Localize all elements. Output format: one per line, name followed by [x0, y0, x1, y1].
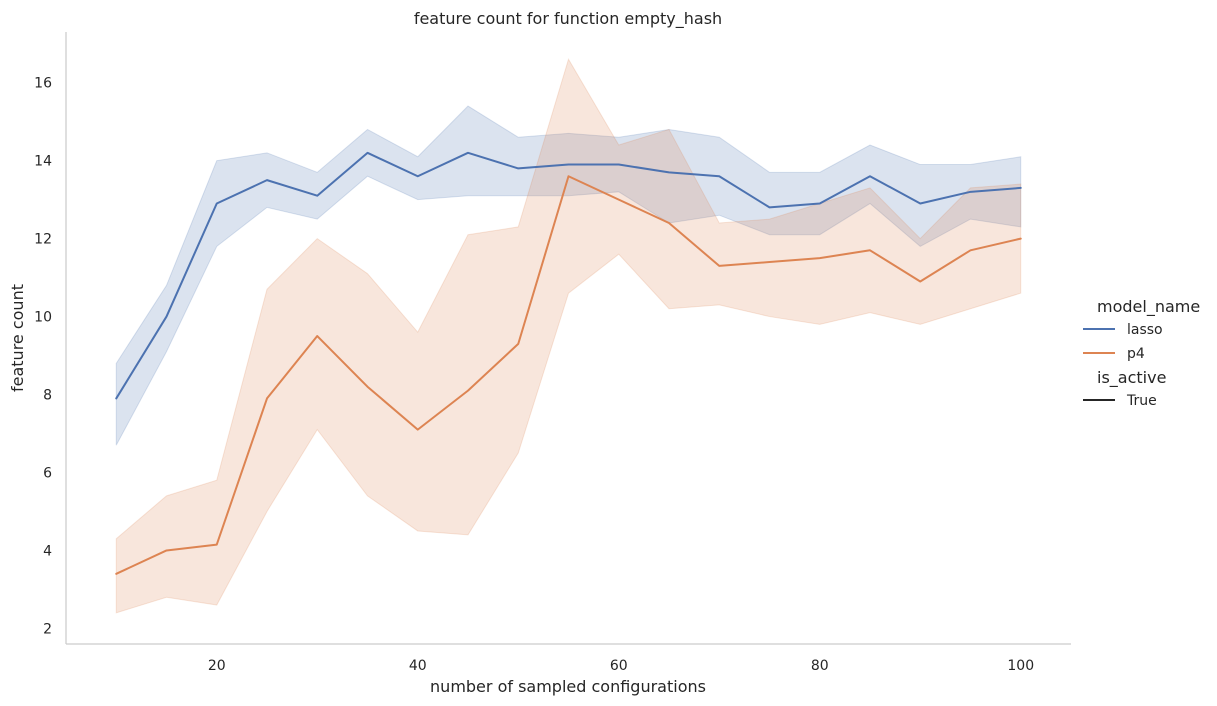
y-tick-label: 12: [34, 232, 52, 248]
y-tick-labels: 2 4 6 8 10 12 14 16: [34, 76, 52, 638]
ci-band-p4: [115, 58, 1022, 614]
x-tick-label: 80: [811, 658, 829, 674]
ci-band-lasso: [115, 105, 1022, 446]
x-tick-label: 40: [409, 658, 427, 674]
series-line-lasso: [115, 151, 1022, 400]
series-lines: [115, 151, 1022, 575]
y-tick-label: 4: [43, 543, 52, 559]
y-tick-label: 10: [34, 310, 52, 326]
x-tick-label: 20: [208, 658, 226, 674]
series-line-p4: [115, 175, 1022, 575]
axes: [65, 32, 1071, 645]
legend-hue-title: model_name: [1097, 297, 1200, 317]
x-tick-labels: 20 40 60 80 100: [208, 658, 1034, 674]
legend-label-lasso: lasso: [1127, 322, 1163, 338]
legend-label-p4: p4: [1127, 346, 1145, 362]
y-tick-label: 14: [34, 154, 52, 170]
y-tick-label: 8: [43, 388, 52, 404]
legend: model_name lasso p4 is_active True: [1083, 297, 1200, 409]
y-tick-label: 6: [43, 465, 52, 481]
legend-style-entries: True: [1083, 393, 1157, 409]
chart-title: feature count for function empty_hash: [414, 9, 722, 29]
y-axis-label: feature count: [8, 284, 27, 392]
confidence-bands: [115, 58, 1022, 614]
x-tick-label: 100: [1007, 658, 1034, 674]
y-tick-label: 2: [43, 621, 52, 637]
legend-style-label: True: [1126, 393, 1157, 409]
x-axis-label: number of sampled configurations: [430, 677, 706, 696]
legend-hue-entries: lasso p4: [1083, 322, 1163, 362]
y-tick-label: 16: [34, 76, 52, 92]
x-tick-label: 60: [610, 658, 628, 674]
legend-style-title: is_active: [1097, 368, 1166, 388]
